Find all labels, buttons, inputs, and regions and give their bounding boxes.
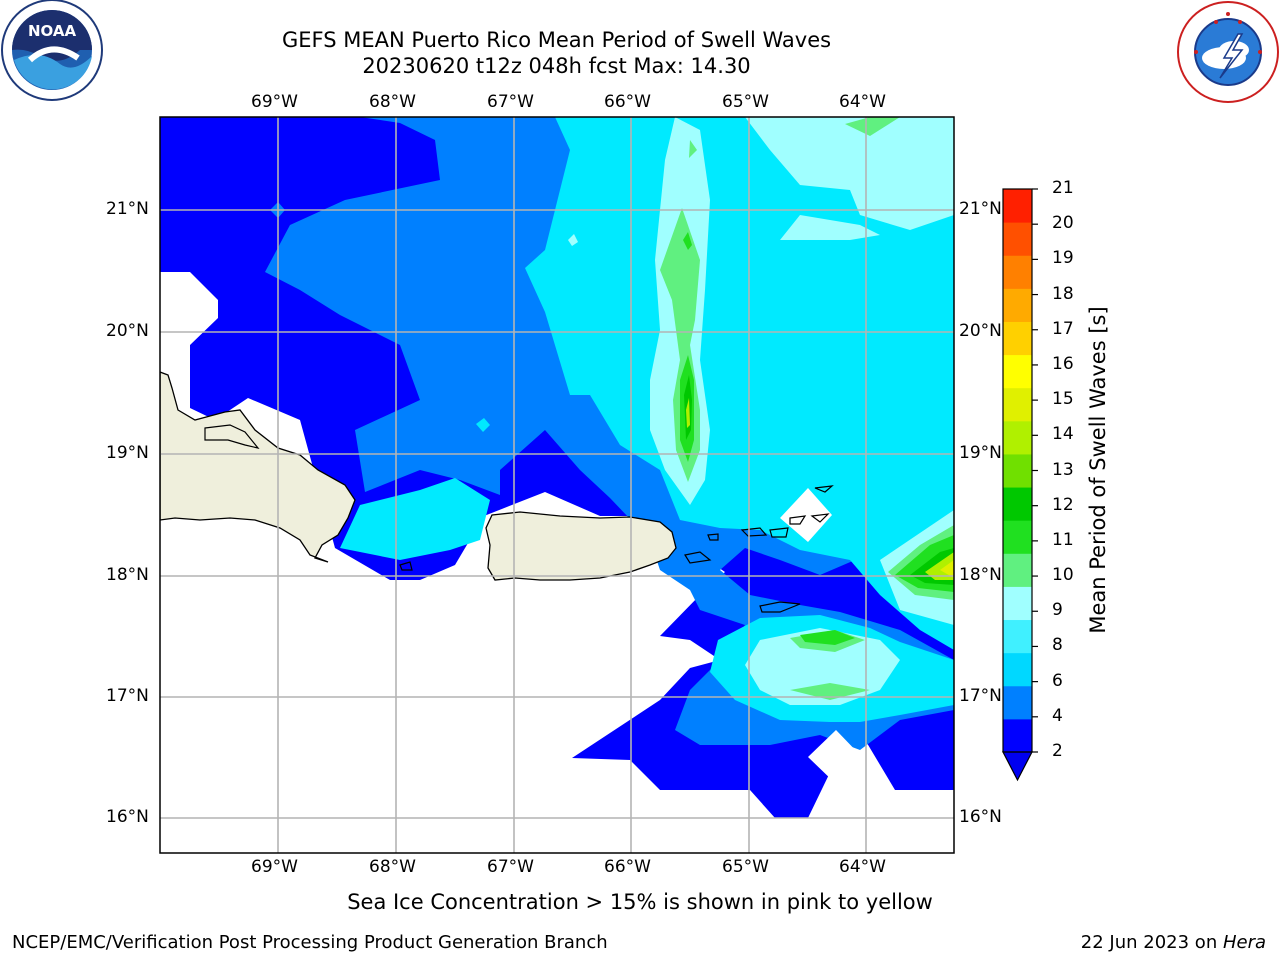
colorbar-tick-label: 8 xyxy=(1052,635,1063,656)
nws-logo xyxy=(1177,1,1279,103)
colorbar-tick-label: 9 xyxy=(1052,600,1063,621)
lon-label-top: 66°W xyxy=(604,92,651,112)
colorbar-swatch xyxy=(1003,255,1032,289)
colorbar-swatch xyxy=(1003,189,1032,223)
colorbar-tick-label: 11 xyxy=(1052,529,1074,550)
lat-label-right: 16°N xyxy=(959,807,1002,827)
puerto-rico-land xyxy=(485,511,677,581)
colorbar-tick-label: 20 xyxy=(1052,213,1074,234)
colorbar-swatch xyxy=(1003,487,1032,521)
lat-label-right: 21°N xyxy=(959,199,1002,219)
contour-14 xyxy=(940,560,954,578)
colorbar-swatch xyxy=(1003,321,1032,356)
contour-8 xyxy=(650,117,954,705)
colorbar-tick-label: 6 xyxy=(1052,670,1063,691)
lon-label-top: 68°W xyxy=(369,92,416,112)
map-gridlines xyxy=(160,117,954,853)
colorbar-tick-label: 17 xyxy=(1052,318,1074,339)
colorbar-swatch xyxy=(1003,652,1032,687)
lat-label-left: 19°N xyxy=(106,443,149,463)
colorbar-swatch xyxy=(1003,586,1032,621)
lat-label-left: 17°N xyxy=(106,686,149,706)
colorbar-tick-label: 13 xyxy=(1052,459,1074,480)
lat-label-right: 17°N xyxy=(959,686,1002,706)
lon-label-top: 67°W xyxy=(487,92,534,112)
colorbar-tick-label: 16 xyxy=(1052,353,1074,374)
lon-label-top: 64°W xyxy=(839,92,886,112)
colorbar-swatch xyxy=(1003,288,1032,322)
lon-label-bottom: 69°W xyxy=(251,857,298,877)
colorbar-tick-label: 19 xyxy=(1052,248,1074,269)
lat-label-right: 18°N xyxy=(959,565,1002,585)
map-subtitle: 20230620 t12z 048h fcst Max: 14.30 xyxy=(362,54,751,78)
contour-6 xyxy=(340,117,954,722)
colorbar xyxy=(1002,188,1038,782)
colorbar-tick-label: 10 xyxy=(1052,565,1074,586)
lon-label-bottom: 66°W xyxy=(604,857,651,877)
colorbar-swatch xyxy=(1003,453,1032,488)
lat-label-left: 18°N xyxy=(106,565,149,585)
sea-ice-note: Sea Ice Concentration > 15% is shown in … xyxy=(347,890,933,914)
colorbar-tick-label: 2 xyxy=(1052,741,1063,761)
lat-label-left: 21°N xyxy=(106,199,149,219)
colorbar-swatch xyxy=(1003,619,1032,654)
lat-label-right: 20°N xyxy=(959,321,1002,341)
lon-label-bottom: 64°W xyxy=(839,857,886,877)
colorbar-tick-label: 18 xyxy=(1052,283,1074,304)
colorbar-swatch xyxy=(1003,718,1032,753)
swell-period-field xyxy=(160,117,954,853)
lon-label-bottom: 67°W xyxy=(487,857,534,877)
colorbar-tick-label: 14 xyxy=(1052,424,1074,445)
colorbar-tick-label: 12 xyxy=(1052,494,1074,515)
colorbar-label: Mean Period of Swell Waves [s] xyxy=(1086,306,1110,634)
lon-label-bottom: 65°W xyxy=(722,857,769,877)
colorbar-swatch xyxy=(1003,685,1032,720)
lat-label-right: 19°N xyxy=(959,443,1002,463)
footer-date: 22 Jun 2023 on Hera xyxy=(1081,932,1266,953)
footer-host: Hera xyxy=(1222,932,1266,953)
colorbar-tick-label: 21 xyxy=(1052,178,1074,198)
colorbar-swatch xyxy=(1003,553,1032,587)
svg-text:NOAA: NOAA xyxy=(28,22,77,40)
lon-label-top: 69°W xyxy=(251,92,298,112)
colorbar-swatch xyxy=(1003,222,1032,256)
colorbar-swatch xyxy=(1003,387,1032,422)
lon-label-bottom: 68°W xyxy=(369,857,416,877)
colorbar-tick-label: 15 xyxy=(1052,389,1074,410)
colorbar-swatch xyxy=(1003,520,1032,554)
colorbar-under-arrow xyxy=(1002,751,1033,782)
lat-label-left: 16°N xyxy=(106,807,149,827)
colorbar-swatch xyxy=(1003,420,1032,455)
map-frame xyxy=(159,116,955,854)
footer-date-text: 22 Jun 2023 on xyxy=(1080,932,1223,953)
map-title: GEFS MEAN Puerto Rico Mean Period of Swe… xyxy=(281,28,832,52)
footer-credit: NCEP/EMC/Verification Post Processing Pr… xyxy=(12,932,608,953)
noaa-logo: NOAA xyxy=(1,0,103,101)
lon-label-top: 65°W xyxy=(722,92,769,112)
contour-11 xyxy=(684,375,954,585)
colorbar-swatch xyxy=(1003,354,1032,389)
hispaniola-land xyxy=(160,371,356,563)
colorbar-tick-label: 4 xyxy=(1052,705,1063,726)
lat-label-left: 20°N xyxy=(106,321,149,341)
